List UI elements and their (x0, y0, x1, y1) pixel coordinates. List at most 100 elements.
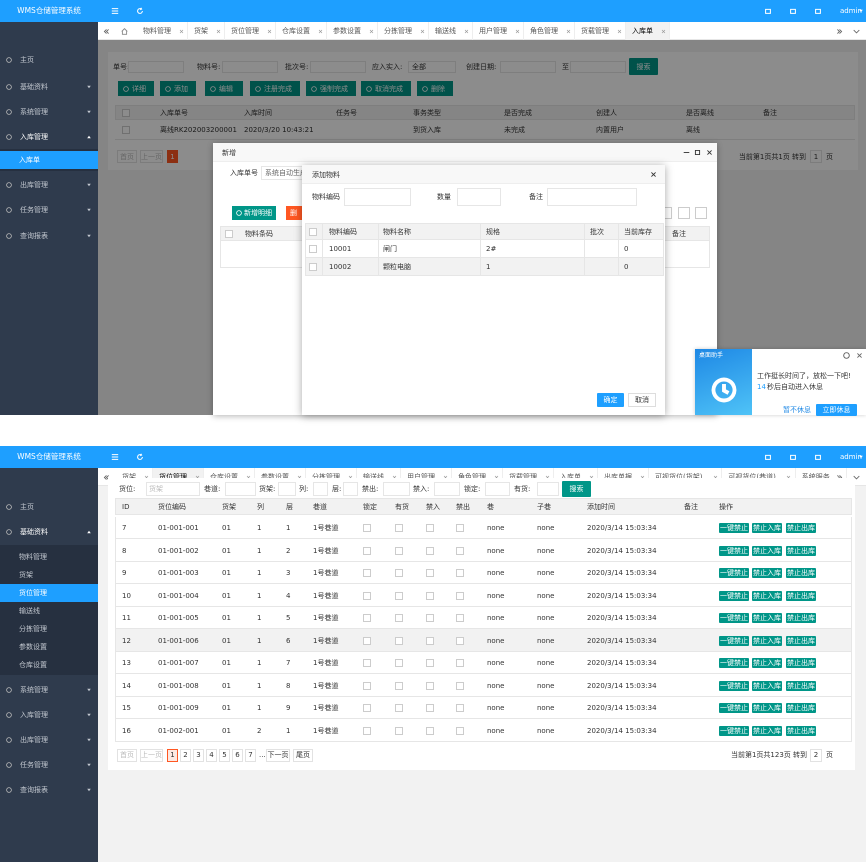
checkbox[interactable] (456, 524, 464, 532)
tab[interactable] (429, 22, 473, 40)
action-button[interactable] (752, 568, 782, 578)
action-button[interactable] (786, 545, 816, 556)
checkbox[interactable] (309, 227, 317, 236)
checkbox[interactable] (122, 126, 130, 134)
pager-button[interactable] (266, 748, 290, 762)
checkbox[interactable] (426, 636, 434, 645)
pager-page[interactable]: 1 (170, 152, 175, 161)
action-button-label[interactable]: 一键禁止 (720, 524, 748, 532)
filter-input[interactable] (343, 482, 358, 496)
action-button-label[interactable]: 禁止出库 (787, 636, 815, 645)
toolbar-label[interactable]: 删除 (431, 84, 445, 93)
checkbox[interactable] (395, 704, 403, 712)
action-button[interactable] (752, 658, 782, 668)
action-button-label[interactable]: 禁止入库 (753, 726, 781, 735)
tab-label[interactable]: 入库单 (560, 473, 581, 481)
toolbar-button[interactable] (160, 81, 196, 96)
tab[interactable] (306, 468, 357, 486)
field-input[interactable] (344, 188, 411, 206)
menu-toggle[interactable] (111, 7, 119, 15)
action-button-label[interactable]: 一键禁止 (720, 614, 748, 622)
filter-input[interactable] (313, 482, 328, 496)
toolbar-label[interactable]: 取消完成 (375, 84, 403, 93)
tab-label[interactable]: 参数设置 (333, 27, 361, 35)
action-button-label[interactable]: 一键禁止 (720, 569, 748, 577)
submenu-item[interactable]: 物料管理 (19, 553, 47, 561)
tab-close[interactable] (318, 29, 323, 34)
header-icon[interactable] (814, 453, 822, 461)
menu-item[interactable]: 任务管理 (20, 206, 48, 214)
popup-close[interactable] (856, 352, 863, 359)
pager-page-label[interactable]: 4 (209, 751, 214, 759)
action-button[interactable] (752, 635, 782, 646)
tab-label[interactable]: 货架 (122, 473, 136, 481)
action-button-label[interactable]: 一键禁止 (720, 681, 748, 690)
tab[interactable] (137, 22, 188, 40)
search-button[interactable] (629, 58, 658, 75)
tab[interactable] (626, 22, 670, 40)
submenu-item[interactable]: 仓库设置 (19, 661, 47, 669)
checkbox[interactable] (122, 108, 130, 117)
tab[interactable] (401, 468, 452, 486)
header-icon[interactable] (789, 7, 797, 15)
checkbox[interactable] (395, 614, 403, 622)
pager-label[interactable]: 首页 (120, 152, 134, 161)
filter-input[interactable] (500, 61, 556, 73)
cancel-button[interactable] (628, 393, 656, 407)
tab-close[interactable] (464, 29, 469, 34)
pager-goto-value[interactable]: 1 (813, 152, 819, 161)
tab-label[interactable]: 输送线 (435, 27, 456, 35)
header-icon[interactable] (789, 453, 797, 461)
tab[interactable] (116, 468, 153, 486)
tab[interactable] (188, 22, 225, 40)
tab-menu[interactable] (852, 28, 860, 35)
menu-item[interactable]: 系统管理 (20, 686, 48, 694)
action-button[interactable] (786, 635, 816, 646)
add-detail-button[interactable] (232, 206, 276, 220)
tab[interactable] (276, 22, 327, 40)
pager-current-label[interactable]: 1 (170, 751, 175, 759)
checkbox[interactable] (456, 726, 464, 735)
action-button[interactable] (719, 725, 749, 736)
menu-item[interactable]: 查询报表 (20, 786, 48, 794)
filter-select[interactable]: 全部 (412, 63, 426, 71)
action-button-label[interactable]: 禁止出库 (787, 524, 815, 532)
action-button[interactable] (786, 590, 816, 601)
add-detail-label[interactable]: 新增明细 (244, 209, 272, 217)
checkbox[interactable] (456, 614, 464, 622)
tab-label[interactable]: 用户管理 (407, 473, 435, 481)
pager-button[interactable] (117, 748, 137, 762)
action-button[interactable] (752, 590, 782, 601)
pager-button-label[interactable]: 尾页 (296, 751, 310, 759)
action-button[interactable] (719, 703, 749, 713)
field-input[interactable] (547, 188, 637, 206)
checkbox[interactable] (309, 263, 317, 271)
pager-page[interactable] (219, 748, 230, 762)
toolbar-button[interactable] (417, 81, 453, 96)
checkbox[interactable] (363, 591, 371, 600)
action-button-label[interactable]: 禁止出库 (787, 546, 815, 555)
tab-label[interactable]: 仓库设置 (210, 473, 238, 481)
toolbar-label[interactable]: 添加 (174, 84, 188, 93)
menu-item[interactable]: 出库管理 (20, 181, 48, 189)
tab[interactable] (225, 22, 276, 40)
pager-page-label[interactable]: 5 (222, 751, 227, 759)
action-button-label[interactable]: 禁止入库 (753, 524, 781, 532)
pager-page-label[interactable]: 7 (248, 751, 253, 759)
filter-input[interactable] (537, 482, 559, 496)
tab[interactable] (575, 22, 626, 40)
checkbox[interactable] (395, 546, 403, 555)
filter-input[interactable] (485, 482, 510, 496)
action-button-label[interactable]: 禁止出库 (787, 659, 815, 667)
tab[interactable] (554, 468, 598, 486)
pager-page[interactable] (232, 748, 243, 762)
tab-scroll-right[interactable] (836, 28, 843, 35)
action-button-label[interactable]: 禁止出库 (787, 591, 815, 600)
user[interactable]: admin (840, 453, 862, 461)
header-icon[interactable] (764, 453, 772, 461)
menu-item[interactable]: 基础资料 (20, 83, 48, 91)
action-button[interactable] (719, 523, 749, 533)
checkbox[interactable] (225, 229, 233, 238)
action-button-label[interactable]: 一键禁止 (720, 726, 748, 735)
pager-page[interactable] (206, 748, 217, 762)
